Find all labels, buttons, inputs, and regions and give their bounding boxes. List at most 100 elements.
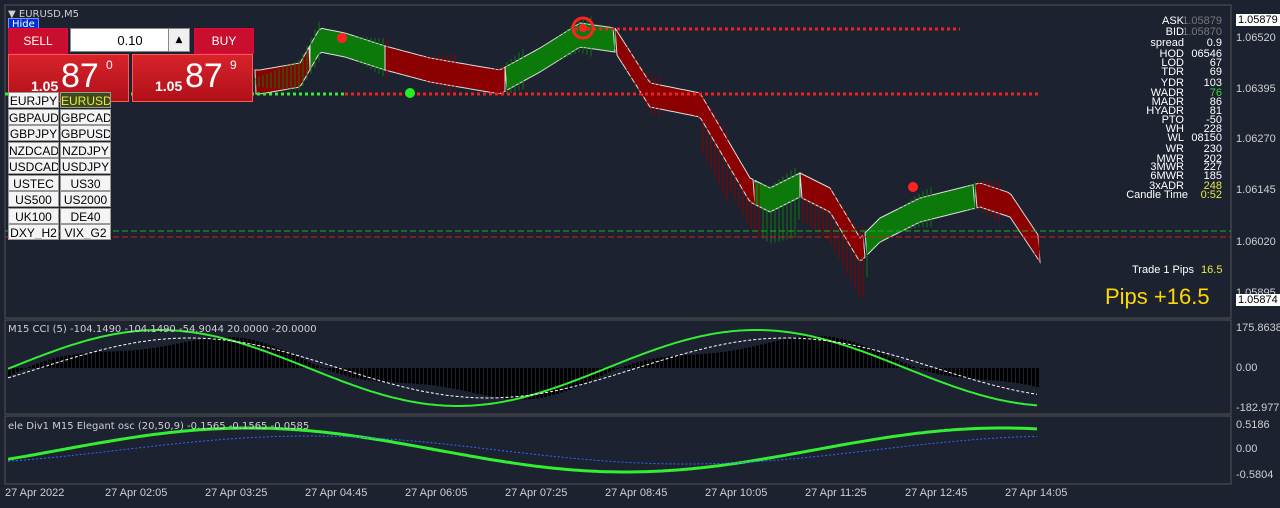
info-value: 230 bbox=[1203, 143, 1222, 155]
cci-bar bbox=[800, 336, 803, 368]
cci-signal-line bbox=[7, 337, 1038, 399]
cci-bar bbox=[264, 343, 267, 368]
cci-bar bbox=[424, 368, 427, 385]
cci-bar bbox=[44, 360, 47, 368]
symbol-button[interactable]: GBPAUD bbox=[8, 108, 59, 125]
symbol-button[interactable]: VIX_G2 bbox=[60, 224, 111, 240]
time-tick-label: 27 Apr 04:45 bbox=[305, 487, 368, 499]
osc-tick-label: 0.5186 bbox=[1236, 419, 1270, 431]
cci-bar bbox=[272, 346, 275, 368]
lot-increase-button[interactable]: ▲ bbox=[168, 28, 190, 52]
chevron-up-icon: ▲ bbox=[175, 35, 183, 45]
cci-bar bbox=[420, 368, 423, 385]
cci-bar bbox=[1008, 368, 1011, 383]
symbol-button[interactable]: GBPCAD bbox=[60, 108, 111, 125]
info-row: MADR 86 bbox=[1092, 96, 1224, 108]
cci-bar bbox=[908, 365, 911, 368]
cci-bar bbox=[624, 366, 627, 368]
symbol-button[interactable]: UK100 bbox=[8, 207, 59, 224]
cci-bar bbox=[68, 354, 71, 368]
price-tick-label: 1.05879 bbox=[1236, 14, 1280, 26]
cci-bar bbox=[488, 368, 491, 397]
symbol-button[interactable]: GBPUSD bbox=[60, 125, 111, 141]
cci-bar bbox=[196, 339, 199, 368]
info-value: 1.05870 bbox=[1182, 26, 1222, 38]
cci-bar bbox=[820, 335, 823, 368]
cci-bar bbox=[532, 368, 535, 399]
cci-bar bbox=[580, 368, 583, 385]
symbol-button[interactable]: GBPJPY bbox=[8, 125, 59, 141]
cci-bar bbox=[404, 368, 407, 384]
cci-bar bbox=[300, 358, 303, 368]
cci-bar bbox=[860, 345, 863, 368]
cci-bar bbox=[324, 368, 327, 369]
cci-bar bbox=[8, 368, 11, 376]
pips-total: Pips +16.5 bbox=[1105, 284, 1210, 309]
buy-price-prefix: 1.05 bbox=[155, 78, 183, 94]
symbol-button[interactable]: DXY_H2 bbox=[8, 224, 59, 240]
cci-bar bbox=[520, 368, 523, 400]
cci-bar bbox=[124, 350, 127, 368]
symbol-button[interactable]: US30 bbox=[60, 174, 111, 191]
price-tick-label: 1.06520 bbox=[1236, 32, 1276, 44]
cci-bar bbox=[708, 353, 711, 368]
cci-bar bbox=[72, 354, 75, 368]
cci-bar bbox=[656, 357, 659, 368]
cci-bar bbox=[968, 368, 971, 379]
cci-bar bbox=[884, 355, 887, 368]
info-key: 6MWR bbox=[1150, 170, 1184, 182]
symbol-button[interactable]: USTEC bbox=[8, 174, 59, 191]
info-row: WL 08150 bbox=[1092, 132, 1224, 144]
cci-bar bbox=[64, 355, 67, 368]
cci-bar bbox=[20, 368, 23, 371]
cci-bar bbox=[540, 368, 543, 398]
symbol-button[interactable]: NZDCAD bbox=[8, 141, 59, 158]
buy-price-button[interactable]: 1.05 87 9 bbox=[132, 54, 253, 102]
cci-bar bbox=[560, 368, 563, 393]
osc-indicator-chart[interactable] bbox=[7, 426, 1038, 474]
buy-price-fraction: 9 bbox=[230, 58, 237, 72]
symbol-button[interactable]: NZDJPY bbox=[60, 141, 111, 158]
cci-bar bbox=[512, 368, 515, 400]
cci-bar bbox=[392, 368, 395, 383]
symbol-button[interactable]: US2000 bbox=[60, 191, 111, 207]
symbol-button[interactable]: USDCAD bbox=[8, 158, 59, 174]
cci-bar bbox=[992, 368, 995, 381]
cci-bar bbox=[668, 356, 671, 368]
symbol-button[interactable]: EURUSD bbox=[60, 92, 111, 108]
info-key: HOD bbox=[1159, 48, 1184, 60]
cci-bar bbox=[772, 341, 775, 368]
info-key: 3MWR bbox=[1150, 161, 1184, 173]
cci-bar bbox=[792, 337, 795, 368]
symbol-button[interactable]: EURJPY bbox=[8, 92, 59, 108]
symbol-button[interactable]: DE40 bbox=[60, 207, 111, 224]
cci-bar bbox=[628, 364, 631, 368]
info-value: 0:52 bbox=[1200, 189, 1222, 201]
cci-bar bbox=[296, 356, 299, 368]
info-row: HYADR 81 bbox=[1092, 105, 1224, 117]
sell-button[interactable]: SELL bbox=[8, 28, 68, 54]
sell-price-fraction: 0 bbox=[106, 58, 113, 72]
cci-bar bbox=[376, 368, 379, 382]
cci-bar bbox=[88, 352, 91, 368]
symbol-button[interactable]: US500 bbox=[8, 191, 59, 207]
buy-button[interactable]: BUY bbox=[194, 28, 254, 54]
cci-bar bbox=[76, 353, 79, 368]
cci-bar bbox=[120, 351, 123, 368]
cci-tick-label: 175.8638 bbox=[1236, 322, 1280, 334]
cci-bar bbox=[368, 368, 371, 381]
symbol-button[interactable]: USDJPY bbox=[60, 158, 111, 174]
cci-bar bbox=[132, 350, 135, 368]
cci-bar bbox=[464, 368, 467, 392]
cci-bar bbox=[652, 358, 655, 368]
cci-indicator-chart[interactable] bbox=[7, 329, 1039, 407]
cci-bar bbox=[928, 368, 931, 372]
chart-menu-icon[interactable]: ▼ bbox=[8, 9, 16, 20]
cci-bar bbox=[484, 368, 487, 396]
cci-bar bbox=[608, 368, 611, 373]
cci-bar bbox=[152, 348, 155, 368]
cci-bar bbox=[536, 368, 539, 399]
info-value: 185 bbox=[1203, 170, 1222, 182]
cci-bar bbox=[844, 339, 847, 368]
cci-bar bbox=[852, 342, 855, 368]
